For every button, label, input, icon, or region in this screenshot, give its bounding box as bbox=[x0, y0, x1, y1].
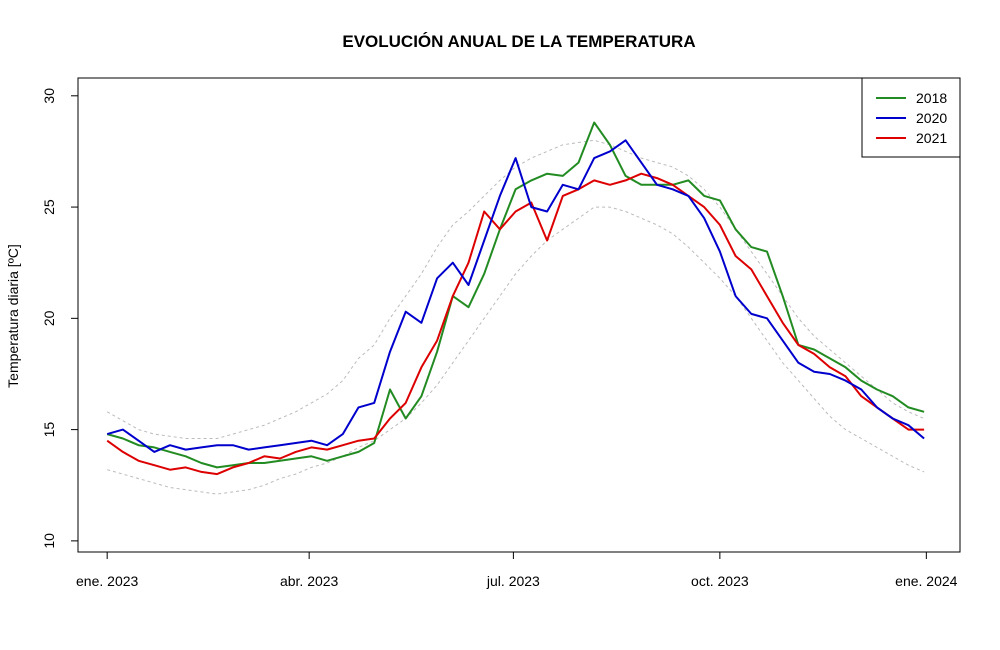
x-tick-label: ene. 2023 bbox=[76, 573, 138, 589]
x-axis: ene. 2023 abr. 2023 jul. 2023 oct. 2023 ene.… bbox=[76, 551, 958, 589]
y-axis: 10 15 20 25 30 bbox=[41, 88, 79, 549]
x-tick-label: jul. 2023 bbox=[486, 573, 540, 589]
series-line-2020 bbox=[106, 139, 925, 453]
x-tick-label: abr. 2023 bbox=[280, 573, 339, 589]
chart-title: EVOLUCIÓN ANUAL DE LA TEMPERATURA bbox=[342, 32, 695, 51]
y-tick-label: 30 bbox=[41, 88, 57, 104]
y-tick-label: 10 bbox=[41, 533, 57, 549]
envelope-line-3 bbox=[106, 139, 925, 439]
x-tick-label: oct. 2023 bbox=[691, 573, 749, 589]
x-tick-label: ene. 2024 bbox=[895, 573, 957, 589]
y-tick-label: 15 bbox=[41, 422, 57, 438]
legend-label-2020: 2020 bbox=[916, 110, 947, 126]
legend: 2018 2020 2021 bbox=[861, 77, 961, 158]
series-layer bbox=[106, 121, 925, 495]
legend-label-2018: 2018 bbox=[916, 90, 947, 106]
legend-label-2021: 2021 bbox=[916, 130, 947, 146]
envelope-line-4 bbox=[107, 206, 925, 495]
plot-frame bbox=[77, 77, 961, 553]
y-axis-label: Temperatura diaria [ºC] bbox=[5, 244, 21, 388]
series-line-2018 bbox=[106, 121, 925, 469]
y-tick-label: 25 bbox=[41, 199, 57, 215]
series-line-2021 bbox=[106, 172, 925, 476]
y-tick-label: 20 bbox=[41, 310, 57, 326]
